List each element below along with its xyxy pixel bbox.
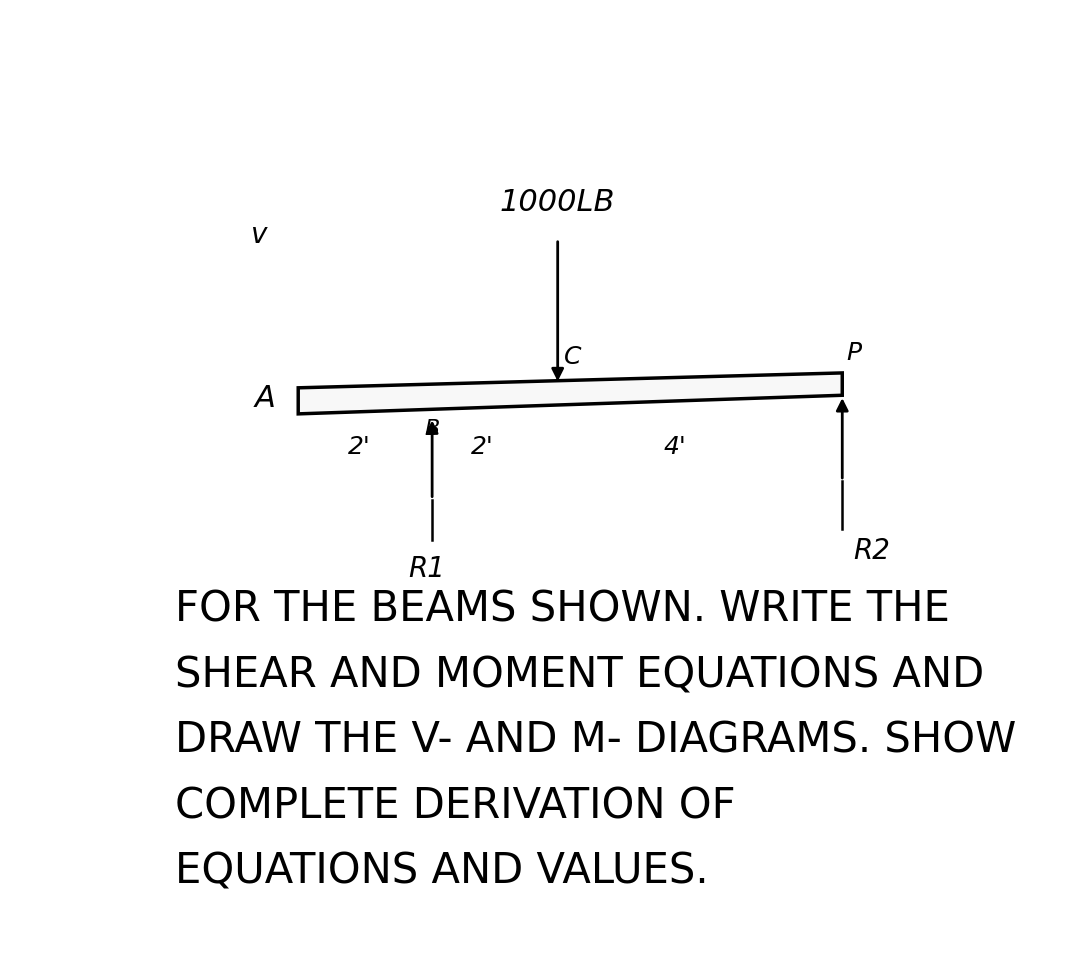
Text: A: A	[254, 385, 275, 414]
Text: 4': 4'	[663, 435, 686, 459]
Text: P: P	[847, 341, 862, 366]
Text: C: C	[564, 345, 581, 369]
Text: EQUATIONS AND VALUES.: EQUATIONS AND VALUES.	[175, 851, 708, 893]
Text: 1000LB: 1000LB	[500, 188, 616, 217]
Text: 2': 2'	[348, 435, 370, 459]
Text: SHEAR AND MOMENT EQUATIONS AND: SHEAR AND MOMENT EQUATIONS AND	[175, 655, 985, 696]
Text: B: B	[424, 419, 440, 439]
Text: 2': 2'	[471, 435, 494, 459]
Text: FOR THE BEAMS SHOWN. WRITE THE: FOR THE BEAMS SHOWN. WRITE THE	[175, 589, 950, 630]
Text: COMPLETE DERIVATION OF: COMPLETE DERIVATION OF	[175, 785, 735, 828]
Text: R2: R2	[853, 537, 890, 565]
Text: DRAW THE V- AND M- DIAGRAMS. SHOW: DRAW THE V- AND M- DIAGRAMS. SHOW	[175, 719, 1016, 762]
Text: R1: R1	[408, 555, 445, 583]
Text: v: v	[251, 221, 267, 249]
Polygon shape	[298, 373, 842, 414]
